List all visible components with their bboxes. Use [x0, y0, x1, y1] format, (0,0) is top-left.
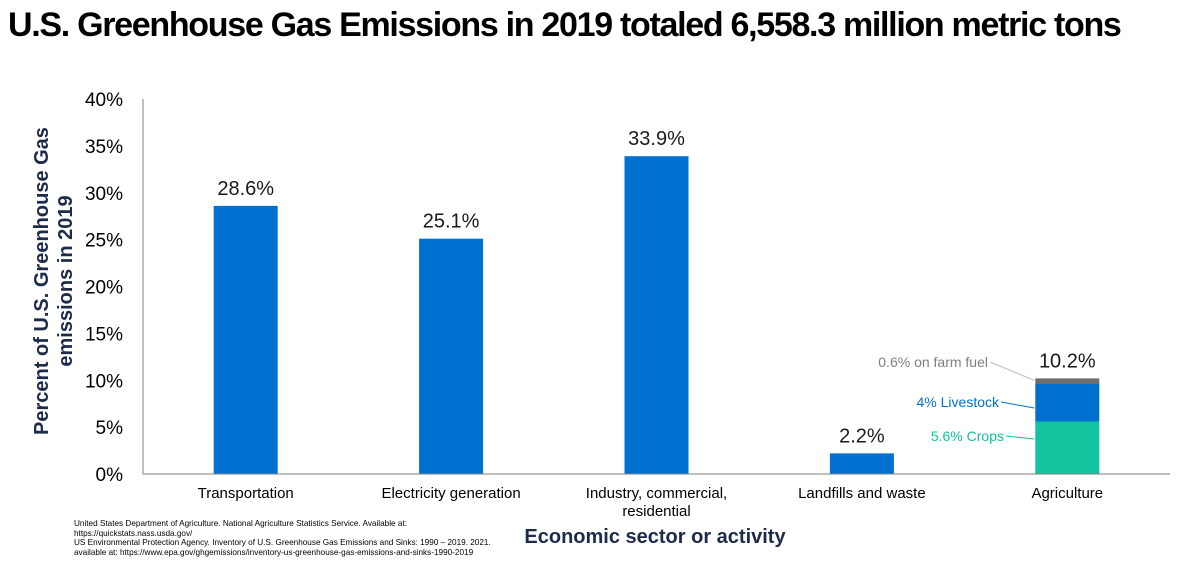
- leader-line: [989, 361, 1035, 381]
- x-axis-label: Economic sector or activity: [524, 526, 786, 548]
- data-label: 25.1%: [423, 211, 480, 233]
- bar-segment: [1035, 421, 1100, 474]
- data-labels: 28.6% 25.1% 33.9% 2.2% 10.2%: [217, 128, 1096, 447]
- stack-annotation-label: 5.6% Crops: [931, 428, 1004, 444]
- y-tick-label: 40%: [85, 90, 123, 111]
- x-tick-label: Agriculture: [1031, 485, 1103, 502]
- data-label: 2.2%: [839, 425, 885, 447]
- sources-footnote: United States Department of Agriculture.…: [74, 519, 504, 557]
- leader-line: [1000, 401, 1035, 409]
- x-tick-label: Industry, commercial, residential: [586, 485, 727, 520]
- bar-segment: [1035, 384, 1100, 422]
- y-tick-label: 10%: [85, 371, 123, 392]
- stack-annotation-label: 0.6% on farm fuel: [878, 354, 988, 370]
- stack-annotation-label: 4% Livestock: [917, 394, 1000, 410]
- bar: [829, 453, 894, 474]
- data-label: 28.6%: [217, 178, 274, 200]
- chart-title: U.S. Greenhouse Gas Emissions in 2019 to…: [8, 6, 1122, 44]
- bar: [624, 156, 689, 474]
- x-axis-ticks: Transportation Electricity generation Indu…: [198, 485, 1104, 520]
- y-axis-label: Percent of U.S. Greenhouse Gas emissions …: [31, 127, 77, 435]
- bars: [213, 156, 1100, 474]
- data-label: 10.2%: [1039, 350, 1096, 372]
- bar-segment: [1035, 378, 1100, 384]
- y-tick-label: 5%: [96, 418, 124, 439]
- y-tick-label: 20%: [85, 278, 123, 299]
- x-tick-label: Transportation: [198, 485, 294, 502]
- bar: [213, 205, 278, 474]
- y-tick-label: 35%: [85, 137, 123, 158]
- x-tick-label: Landfills and waste: [798, 485, 926, 502]
- y-tick-label: 15%: [85, 324, 123, 345]
- bar: [419, 238, 484, 474]
- source-epa: US Environmental Protection Agency. Inve…: [74, 538, 491, 557]
- y-tick-label: 0%: [96, 465, 124, 486]
- source-usda: United States Department of Agriculture.…: [74, 519, 407, 538]
- x-tick-label: Electricity generation: [381, 485, 520, 502]
- leader-line: [1005, 435, 1035, 440]
- data-label: 33.9%: [628, 128, 685, 150]
- y-axis-ticks: 0% 5% 10% 15% 20% 25% 30% 35% 40%: [85, 90, 123, 486]
- stack-annotations: 5.6% Crops 4% Livestock 0.6% on farm fuel: [878, 354, 1035, 444]
- y-tick-label: 30%: [85, 184, 123, 205]
- y-tick-label: 25%: [85, 231, 123, 252]
